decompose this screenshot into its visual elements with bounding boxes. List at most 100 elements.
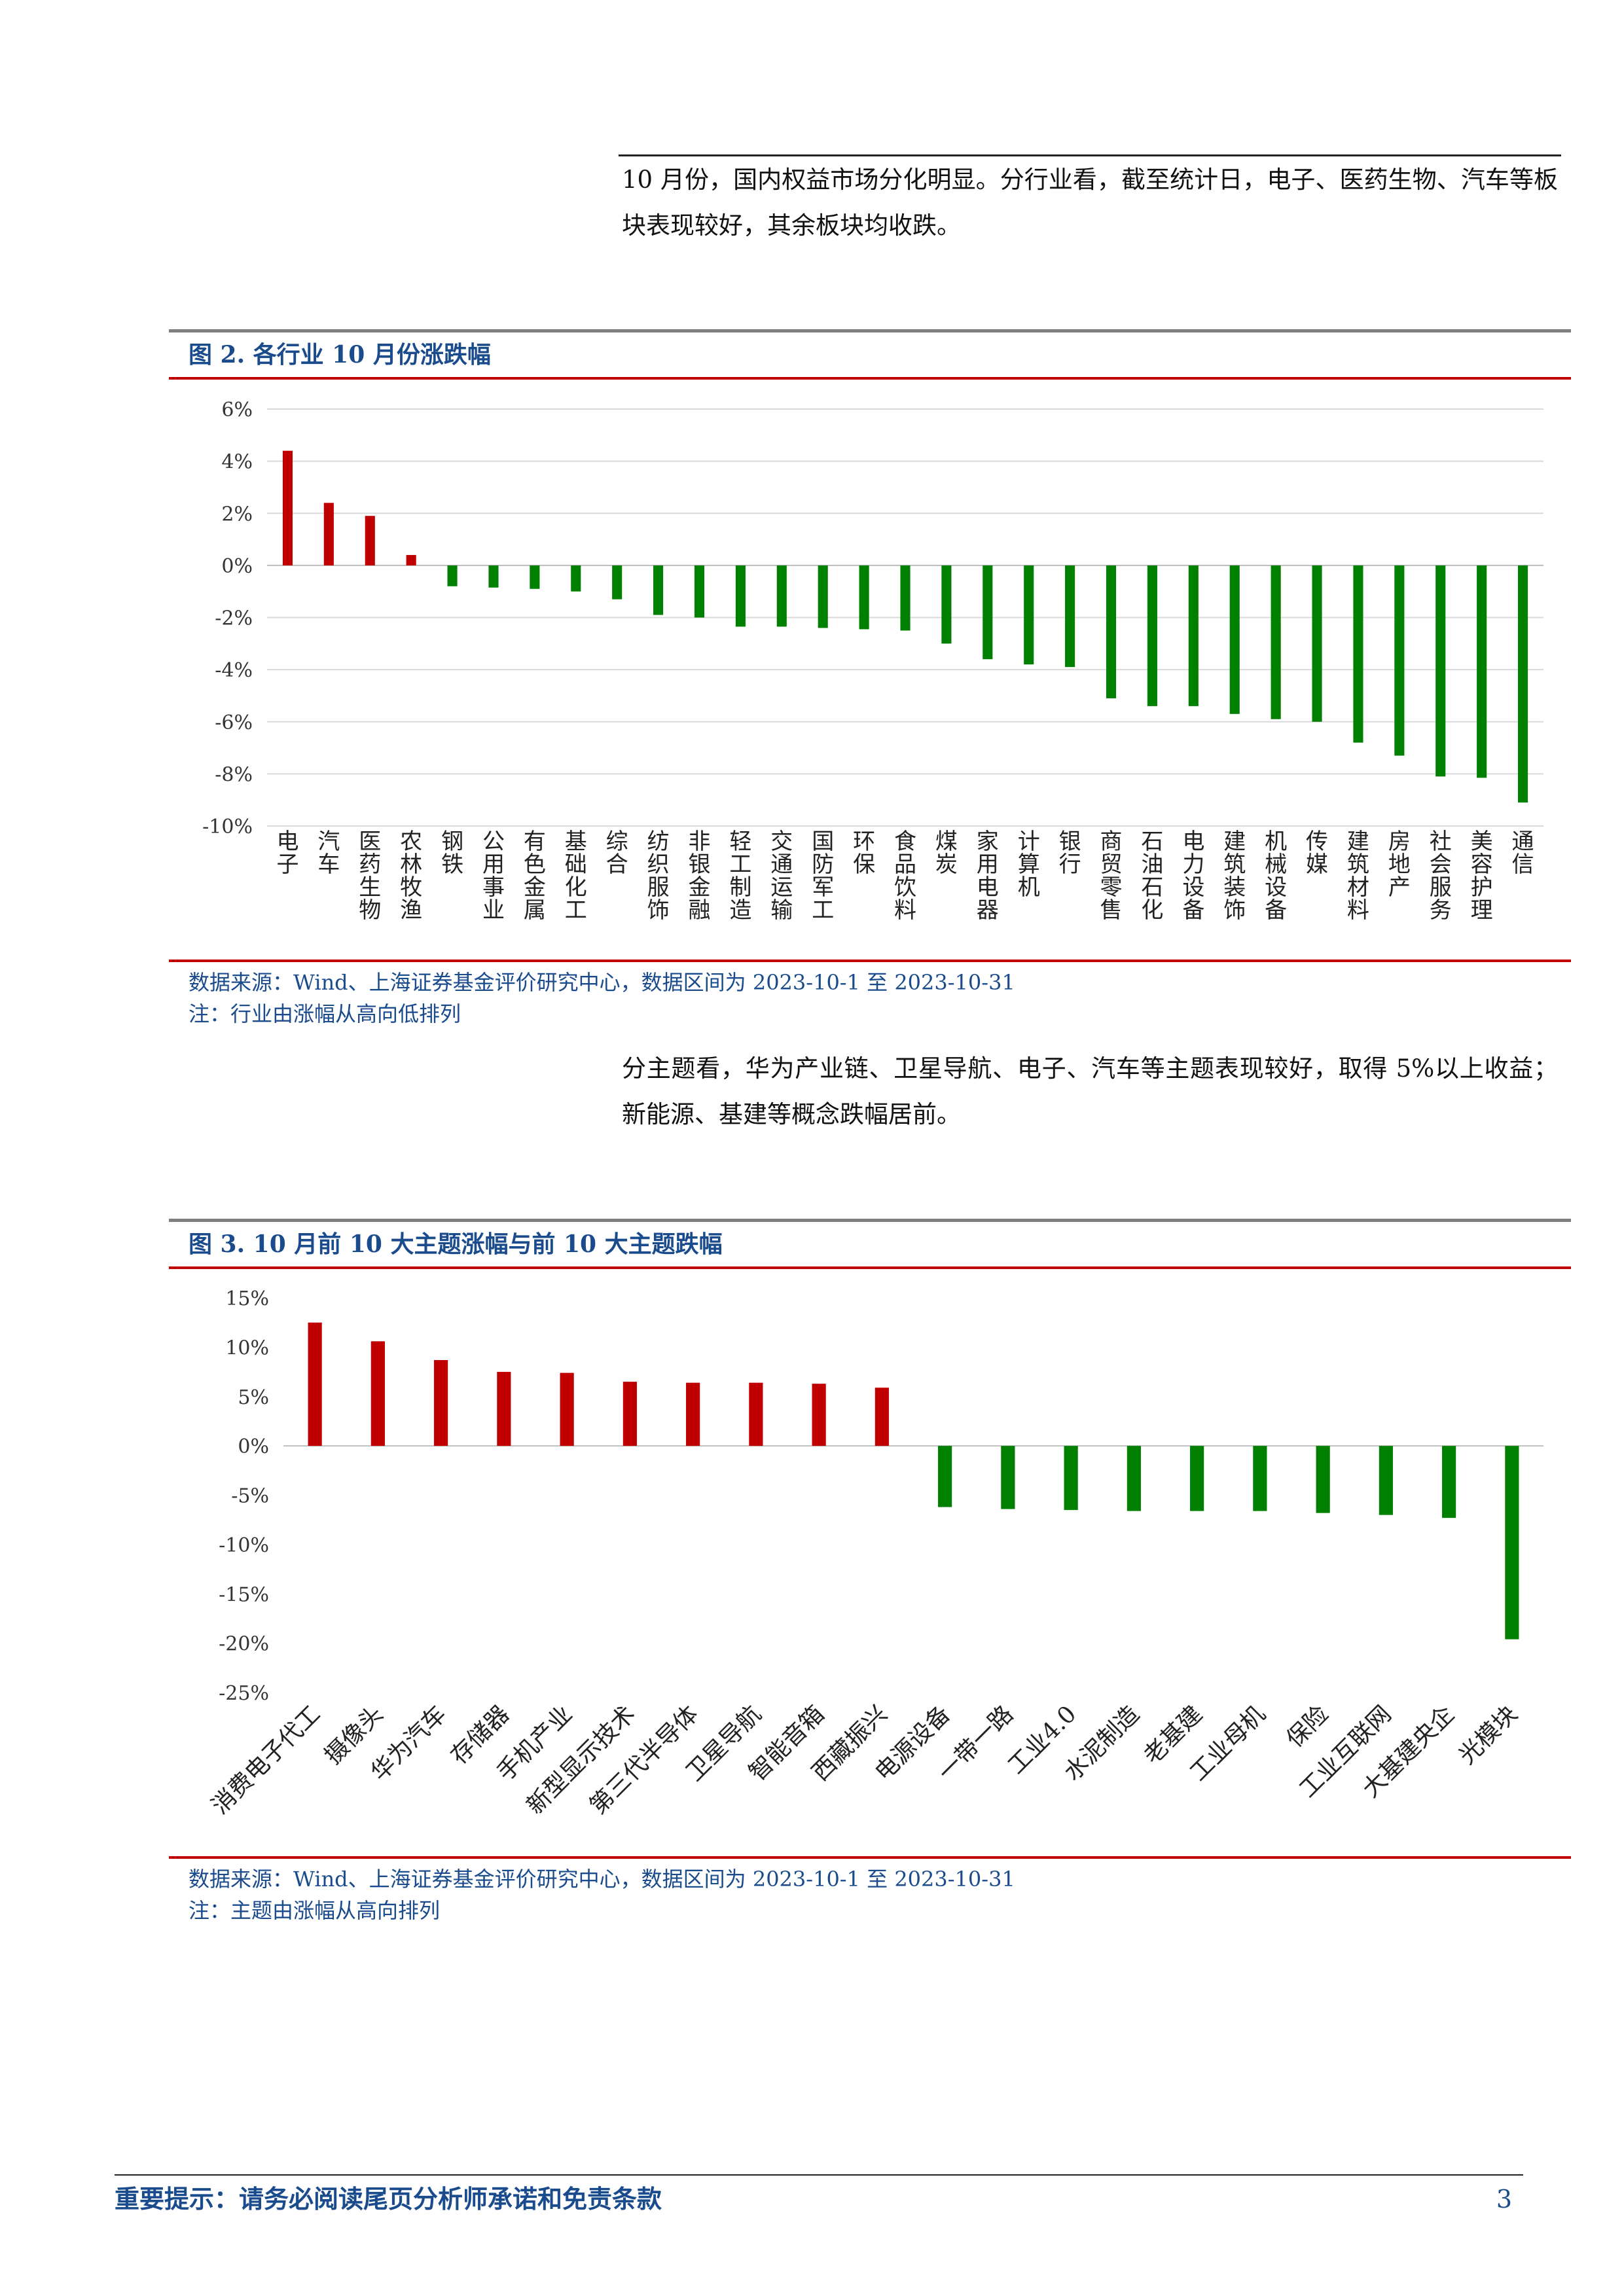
footer-rule (115, 2174, 1523, 2176)
y-tick-label: -25% (219, 1682, 269, 1705)
bar (694, 565, 705, 618)
figure2-source: 数据来源：Wind、上海证券基金评价研究中心，数据区间为 2023-10-1 至… (189, 970, 1015, 995)
bar (1435, 565, 1446, 777)
bar (1188, 565, 1199, 706)
y-tick-label: 5% (238, 1386, 269, 1409)
intro-paragraph: 10 月份，国内权益市场分化明显。分行业看，截至统计日，电子、医药生物、汽车等板… (622, 166, 1558, 240)
x-tick-label: 国防军工 (812, 829, 834, 924)
figure2-foot-rule (169, 960, 1571, 962)
industry-bar-chart: 6% 4% 2% 0% -2% -4% -6% -8% -10% 电子汽车医药生物农林牧渔钢铁公用… (202, 399, 1543, 924)
x-tick-label: 消费电子代工 (207, 1700, 326, 1820)
top-rule (619, 154, 1561, 156)
bar (1353, 565, 1363, 743)
y-tick-label: -10% (202, 816, 253, 838)
bar (370, 1341, 385, 1446)
bar (571, 565, 581, 592)
bar (1024, 565, 1034, 665)
y-tick-label: 4% (221, 451, 253, 474)
x-tick-label: 计算机 (1018, 829, 1040, 901)
y-tick-label: 15% (225, 1287, 269, 1310)
bar (1271, 565, 1281, 719)
x-tick-label: 美容护理 (1471, 829, 1493, 924)
bar (1190, 1446, 1204, 1511)
bar (1379, 1446, 1393, 1515)
bar (406, 554, 416, 565)
x-tick-label: 银行 (1059, 829, 1081, 878)
x-tick-label: 第三代半导体 (585, 1700, 704, 1820)
x-tick-label: 食品饮料 (894, 829, 916, 924)
bar (1477, 565, 1487, 778)
x-tick-label: 社会服务 (1430, 829, 1452, 924)
x-tick-label: 电力设备 (1182, 829, 1204, 924)
x-tick-label: 交通运输 (770, 829, 793, 924)
figure2-title: 图 2. 各行业 10 月份涨跌幅 (189, 341, 491, 368)
bar (1394, 565, 1405, 756)
bar (818, 565, 828, 628)
x-tick-label: 非银金融 (688, 829, 710, 924)
bar (1064, 1446, 1078, 1511)
x-tick-label: 通信 (1512, 829, 1534, 878)
bar (1229, 565, 1240, 714)
figure3-top-rule (169, 1219, 1571, 1222)
y-tick-label: 0% (238, 1435, 269, 1458)
bar (735, 565, 746, 627)
bar (983, 565, 993, 660)
x-tick-label: 钢铁 (441, 829, 463, 878)
bar (1001, 1446, 1015, 1509)
bar (686, 1382, 700, 1446)
x-tick-label: 环保 (853, 829, 875, 878)
bar (653, 565, 664, 615)
y-tick-label: 2% (221, 503, 253, 526)
bar (812, 1384, 826, 1446)
bar (1147, 565, 1157, 706)
x-tick-label: 公用事业 (482, 829, 505, 924)
x-tick-label: 石油石化 (1141, 829, 1163, 924)
bar (749, 1382, 763, 1446)
x-tick-label: 传媒 (1306, 829, 1328, 878)
figure2-bottom-rule (169, 377, 1571, 380)
x-tick-label: 机械设备 (1265, 829, 1287, 924)
x-tick-label: 商贸零售 (1100, 829, 1123, 924)
x-tick-label: 建筑材料 (1347, 829, 1369, 924)
x-tick-label: 光模块 (1454, 1700, 1523, 1769)
bar (1065, 565, 1075, 668)
x-tick-label: 电子 (276, 829, 298, 878)
bar (560, 1372, 574, 1446)
figure3-bottom-rule (169, 1266, 1571, 1269)
page-number: 3 (1496, 2185, 1512, 2214)
y-tick-label: -4% (215, 659, 253, 682)
bar (1312, 565, 1322, 722)
bar (938, 1446, 952, 1507)
x-tick-label: 农林牧渔 (400, 829, 422, 924)
y-tick-label: -10% (219, 1534, 269, 1557)
theme-bar-chart: 15%10%5%0%-5%-10%-15%-20%-25%消费电子代工摄像头华为… (207, 1287, 1543, 1820)
x-tick-label: 保险 (1282, 1700, 1334, 1753)
figure2-top-rule (169, 329, 1571, 332)
figure2-note: 注：行业由涨幅从高向低排列 (189, 1001, 461, 1026)
theme-paragraph: 分主题看，华为产业链、卫星导航、电子、汽车等主题表现较好，取得 5%以上收益；新… (622, 1054, 1558, 1128)
y-tick-label: -5% (231, 1485, 269, 1508)
bar (488, 565, 499, 588)
x-tick-label: 煤炭 (935, 829, 958, 878)
bar (434, 1359, 448, 1446)
y-tick-label: -8% (215, 763, 253, 786)
bar (1442, 1446, 1456, 1518)
figure3-note: 注：主题由涨幅从高向排列 (189, 1898, 441, 1923)
y-tick-label: -6% (215, 711, 253, 734)
y-tick-label: -20% (219, 1633, 269, 1656)
figure3-title: 图 3. 10 月前 10 大主题涨幅与前 10 大主题跌幅 (189, 1230, 723, 1258)
bar (1518, 565, 1528, 803)
x-tick-label: 基础化工 (565, 829, 587, 924)
bar (323, 503, 334, 565)
bar (1127, 1446, 1141, 1511)
bar (875, 1388, 889, 1446)
bar (612, 565, 623, 600)
figure2-header: 图 2. 各行业 10 月份涨跌幅 (169, 329, 1571, 380)
bar (308, 1322, 322, 1446)
bar (776, 565, 787, 627)
x-tick-label: 新型显示技术 (522, 1700, 641, 1820)
x-tick-label: 轻工制造 (729, 829, 751, 924)
bar (530, 565, 540, 589)
bar (497, 1372, 511, 1446)
footer-disclaimer: 重要提示：请务必阅读尾页分析师承诺和免责条款 (115, 2184, 662, 2214)
